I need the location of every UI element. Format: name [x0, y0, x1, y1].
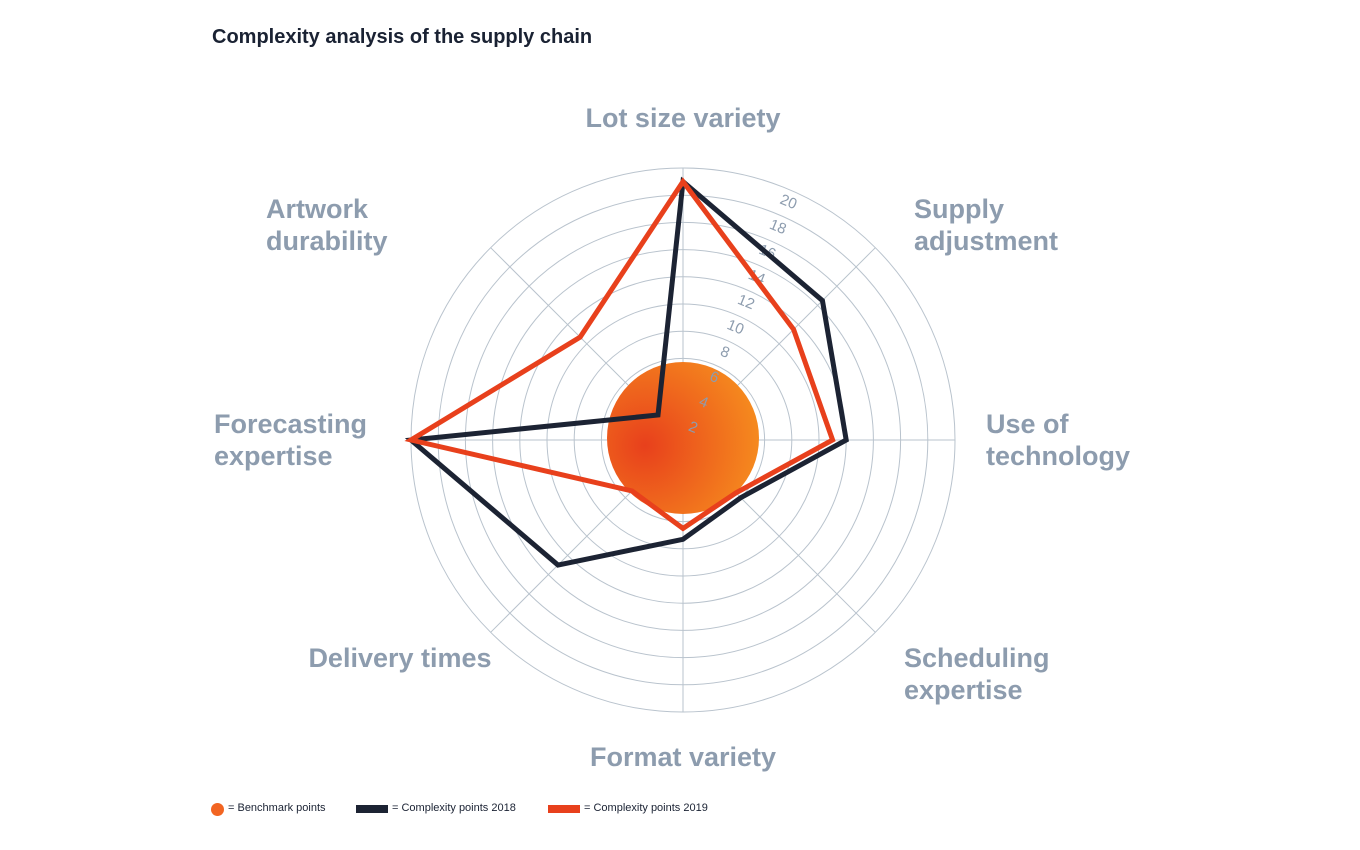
legend-label: = Complexity points 2018	[392, 802, 516, 814]
category-label: Forecasting expertise	[214, 409, 368, 471]
category-label: Format variety	[589, 742, 777, 772]
tick-label: 8	[718, 343, 732, 362]
category-label: Lot size variety	[585, 103, 781, 133]
series-line	[404, 176, 849, 568]
category-label: Artwork durability	[266, 194, 388, 256]
legend-swatch	[548, 805, 580, 813]
series-line	[404, 177, 836, 532]
category-label: Use of technology	[986, 409, 1131, 471]
category-label: Delivery times	[308, 643, 492, 673]
legend-label: = Benchmark points	[228, 802, 326, 814]
legend-label: = Complexity points 2019	[584, 802, 708, 814]
benchmark-disk	[607, 362, 759, 514]
tick-label: 18	[767, 216, 789, 238]
legend-swatch	[211, 803, 224, 816]
tick-label: 10	[725, 316, 747, 338]
tick-label: 12	[735, 291, 757, 313]
chart-title: Complexity analysis of the supply chain	[212, 26, 593, 48]
tick-label: 20	[778, 191, 800, 213]
category-label: Scheduling expertise	[904, 643, 1050, 705]
category-label: Supply adjustment	[914, 194, 1059, 256]
legend-swatch	[356, 805, 388, 813]
